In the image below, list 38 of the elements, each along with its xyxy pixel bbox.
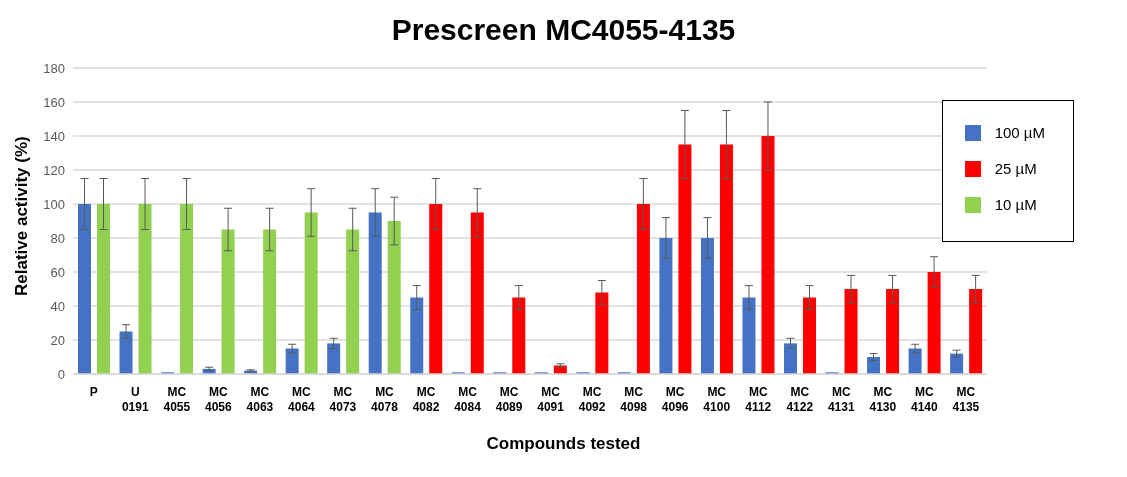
- chart-title: Prescreen MC4055-4135: [390, 12, 737, 48]
- x-tick-label: MC 4092: [578, 385, 606, 414]
- x-tick-label: MC 4140: [911, 385, 939, 414]
- y-tick-label: 20: [50, 332, 65, 348]
- x-tick-label: MC 4100: [703, 385, 731, 414]
- legend-label: 100 µM: [994, 123, 1045, 143]
- x-tick-label: MC 4056: [205, 385, 233, 414]
- x-tick-label: MC 4073: [329, 385, 357, 414]
- y-tick-label: 100: [43, 196, 65, 212]
- x-tick-label: U 0191: [121, 385, 149, 414]
- x-tick-label: MC 4064: [288, 385, 316, 414]
- x-tick-label: MC 4078: [371, 385, 399, 414]
- y-tick-label: 80: [50, 230, 65, 246]
- x-tick-label: MC 4055: [163, 385, 191, 414]
- x-tick-label: MC 4084: [454, 385, 482, 414]
- x-tick-label: MC 4131: [827, 385, 855, 414]
- x-tick-label: MC 4122: [786, 385, 814, 414]
- x-tick-label: P: [89, 385, 98, 399]
- y-tick-label: 140: [43, 128, 65, 144]
- y-axis-title: Relative activity (%): [12, 136, 32, 296]
- x-tick-label: MC 4135: [952, 385, 980, 414]
- y-tick-label: 180: [43, 60, 65, 76]
- x-axis-title: Compounds tested: [485, 434, 642, 454]
- x-tick-label: MC 4096: [661, 385, 689, 414]
- y-tick-label: 0: [57, 366, 65, 382]
- x-tick-label: MC 4089: [495, 385, 523, 414]
- x-tick-label: MC 4063: [246, 385, 274, 414]
- y-tick-label: 160: [43, 94, 65, 110]
- legend-label: 25 µM: [994, 159, 1037, 179]
- legend-label: 10 µM: [994, 195, 1037, 215]
- y-tick-label: 120: [43, 162, 65, 178]
- x-tick-label: MC 4098: [620, 385, 648, 414]
- x-tick-label: MC 4082: [412, 385, 440, 414]
- x-tick-label: MC 4091: [537, 385, 565, 414]
- x-tick-label: MC 4130: [869, 385, 897, 414]
- y-tick-label: 40: [50, 298, 65, 314]
- x-tick-label: MC 4112: [745, 385, 772, 414]
- y-tick-label: 60: [50, 264, 65, 280]
